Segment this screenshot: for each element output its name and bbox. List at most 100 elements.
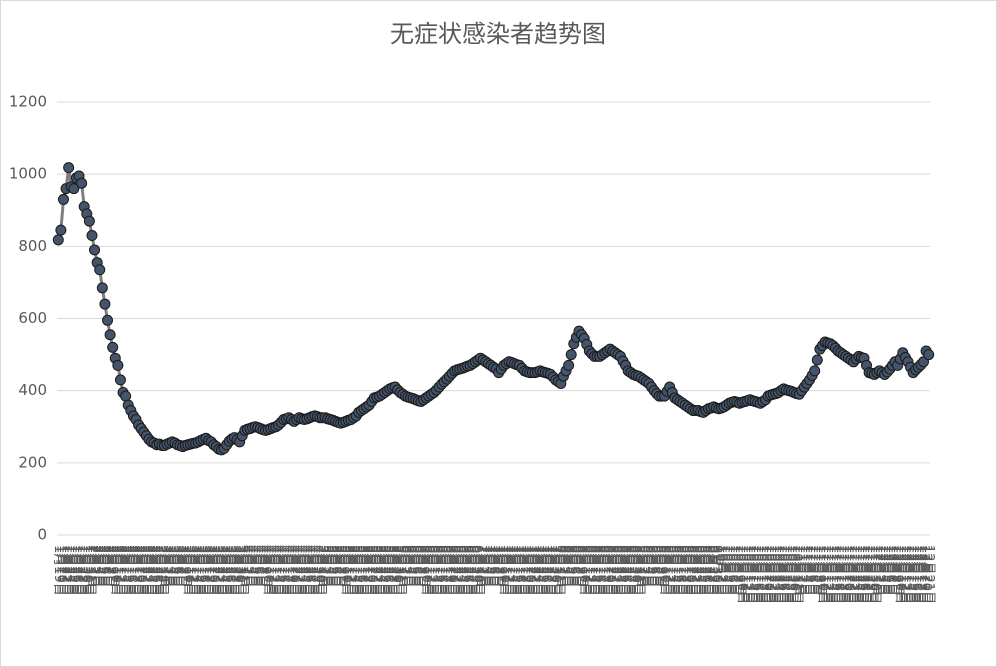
x-tick-label: 3月22日: [211, 545, 226, 596]
x-tick-label: 4月24日: [297, 545, 312, 596]
x-tick-label: 5月7日: [331, 545, 346, 588]
x-tick-label: 8月19日: [600, 545, 615, 596]
x-tick-label: 2月4日: [92, 545, 107, 588]
x-tick-label: 6月6日: [408, 545, 423, 588]
x-tick-label: 7月24日: [533, 545, 548, 596]
x-tick-label: 8月22日: [608, 545, 623, 596]
x-tick-label: 11月12日: [820, 545, 835, 604]
x-tick-label: 5月15日: [351, 545, 366, 596]
x-tick-label: 8月15日: [590, 545, 605, 596]
x-tick-label: 9月28日: [704, 545, 719, 596]
x-tick-label: 5月6日: [328, 545, 343, 588]
x-tick-label: 9月17日: [675, 545, 690, 596]
x-tick-label: 1月23日: [61, 545, 76, 596]
x-tick-label: 3月15日: [193, 545, 208, 596]
x-tick-label: 12月4日: [877, 545, 892, 596]
x-tick-label: 4月20日: [287, 545, 302, 596]
x-tick-label: 6月17日: [437, 545, 452, 596]
x-tick-label: 12月9日: [890, 545, 905, 596]
x-tick-label: 5月18日: [359, 545, 374, 596]
x-tick-label: 3月2日: [160, 545, 175, 588]
x-tick-label: 1月24日: [64, 545, 79, 596]
x-tick-label: 8月13日: [584, 545, 599, 596]
x-tick-label: 8月5日: [564, 545, 579, 588]
x-tick-label: 10月21日: [763, 545, 778, 604]
x-tick-label: 4月14日: [271, 545, 286, 596]
x-tick-label: 9月14日: [667, 545, 682, 596]
x-tick-label: 5月13日: [346, 545, 361, 596]
x-tick-label: 3月17日: [198, 545, 213, 596]
x-tick-label: 8月12日: [582, 545, 597, 596]
x-tick-label: 11月30日: [867, 545, 882, 604]
x-tick-label: 8月1日: [553, 545, 568, 588]
x-tick-label: 7月17日: [514, 545, 529, 596]
x-tick-label: 6月15日: [432, 545, 447, 596]
x-tick-label: 5月2日: [318, 545, 333, 588]
x-tick-label: 7月10日: [496, 545, 511, 596]
x-tick-label: 2月23日: [141, 545, 156, 596]
x-tick-label: 5月28日: [385, 545, 400, 596]
x-tick-label: 3月1日: [157, 545, 172, 588]
x-tick-label: 10月8日: [730, 545, 745, 596]
x-tick-label: 7月4日: [481, 545, 496, 588]
x-tick-label: 7月7日: [489, 545, 504, 588]
x-tick-label: 9月20日: [683, 545, 698, 596]
x-tick-label: 9月13日: [665, 545, 680, 596]
x-tick-label: 6月26日: [460, 545, 475, 596]
x-tick-label: 9月2日: [636, 545, 651, 588]
x-tick-label: 8月31日: [631, 545, 646, 596]
x-tick-label: 5月14日: [349, 545, 364, 596]
x-tick-label: 4月26日: [302, 545, 317, 596]
x-tick-label: 8月17日: [595, 545, 610, 596]
x-tick-label: 9月6日: [647, 545, 662, 588]
x-tick-label: 7月28日: [543, 545, 558, 596]
x-tick-label: 6月1日: [395, 545, 410, 588]
x-tick-label: 4月11日: [263, 545, 278, 596]
x-tick-label: 8月20日: [603, 545, 618, 596]
x-tick-label: 3月26日: [222, 545, 237, 596]
x-tick-label: 10月23日: [768, 545, 783, 604]
x-tick-label: 8月21日: [605, 545, 620, 596]
x-tick-label: 7月21日: [525, 545, 540, 596]
x-tick-label: 4月28日: [307, 545, 322, 596]
x-tick-label: 3月12日: [186, 545, 201, 596]
x-tick-label: 12月13日: [900, 545, 915, 604]
x-tick-label: 8月9日: [574, 545, 589, 588]
x-tick-label: 2月24日: [144, 545, 159, 596]
x-tick-label: 11月29日: [864, 545, 879, 604]
x-tick-label: 2月19日: [131, 545, 146, 596]
x-tick-label: 5月25日: [377, 545, 392, 596]
x-tick-label: 1月31日: [82, 545, 97, 596]
x-tick-label: 7月5日: [483, 545, 498, 588]
x-tick-label: 12月21日: [921, 545, 936, 604]
x-tick-label: 8月29日: [626, 545, 641, 596]
marker: [63, 162, 75, 174]
x-tick-label: 2月16日: [123, 545, 138, 596]
x-tick-label: 2月25日: [147, 545, 162, 596]
marker: [83, 215, 95, 227]
x-tick-label: 3月7日: [173, 545, 188, 588]
x-tick-label: 10月7日: [727, 545, 742, 596]
x-tick-label: 3月3日: [162, 545, 177, 588]
x-tick-label: 7月23日: [530, 545, 545, 596]
x-tick-label: 9月5日: [644, 545, 659, 588]
x-tick-label: 1月29日: [77, 545, 92, 596]
x-tick-label: 7月26日: [538, 545, 553, 596]
x-tick-label: 9月18日: [678, 545, 693, 596]
x-tick-label: 11月3日: [797, 545, 812, 596]
x-tick-label: 6月16日: [434, 545, 449, 596]
x-tick-label: 10月3日: [717, 545, 732, 596]
x-tick-label: 2月13日: [116, 545, 131, 596]
x-tick-label: 10月31日: [789, 545, 804, 604]
x-tick-label: 7月1日: [473, 545, 488, 588]
x-tick-label: 8月30日: [628, 545, 643, 596]
x-tick-label: 10月1日: [711, 545, 726, 596]
x-tick-label: 9月12日: [662, 545, 677, 596]
x-tick-label: 9月3日: [639, 545, 654, 588]
x-tick-label: 10月14日: [745, 545, 760, 604]
x-tick-label: 12月15日: [906, 545, 921, 604]
x-tick-label: 5月26日: [380, 545, 395, 596]
x-tick-label: 5月11日: [341, 545, 356, 596]
marker: [55, 224, 67, 236]
